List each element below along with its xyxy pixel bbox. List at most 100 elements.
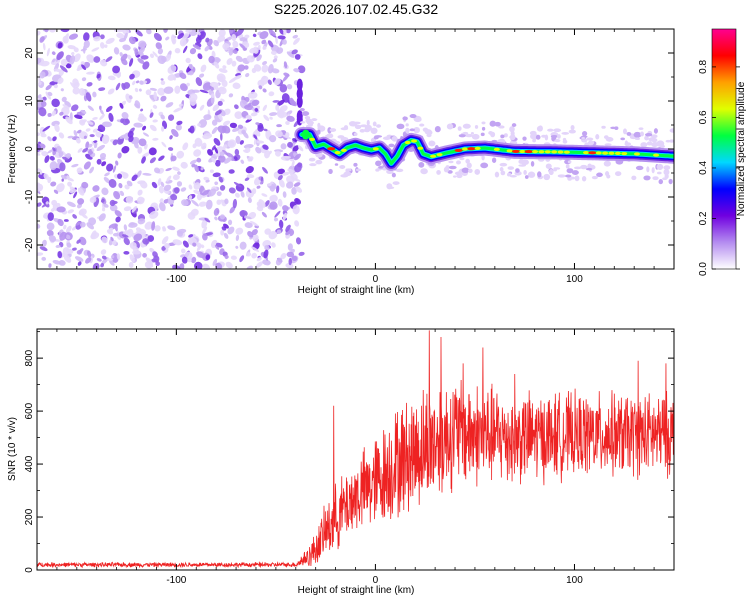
colorbar-ticks: 0.0 0.2 0.4 0.6 0.8 (698, 60, 740, 276)
spectrogram-signal-speckle (567, 160, 572, 164)
spectrogram-noise-blob (208, 188, 217, 197)
spectrogram-noise-blob (37, 94, 42, 99)
spectrogram-noise-blob (281, 155, 291, 159)
spectrogram-noise-blob (205, 199, 213, 210)
spectrogram-noise-blob (276, 185, 280, 194)
spectrogram-noise-blob (78, 88, 86, 96)
spectrogram-signal-speckle (640, 131, 644, 137)
spectrogram-noise-blob (255, 261, 264, 268)
spectrogram-signal-peak (411, 139, 418, 143)
spectrogram-noise-blob (286, 51, 295, 58)
spectrogram-signal-speckle (643, 175, 651, 181)
spectrogram-noise-blob (278, 179, 285, 188)
spectrogram-noise-blob (110, 236, 114, 242)
spectrogram-noise-blob (240, 159, 245, 164)
spectrogram-noise-blob (245, 114, 252, 119)
spectrogram-noise-blob (129, 73, 135, 80)
spectrogram-noise-blob (239, 255, 245, 263)
spectrogram-noise-blob (250, 246, 260, 252)
spectrogram-noise-blob (39, 71, 46, 79)
spectrogram-noise-blob (123, 206, 132, 212)
spectrogram-signal-speckle (544, 134, 549, 141)
spectrogram-noise-blob (214, 181, 219, 186)
spectrogram-signal-speckle (518, 159, 524, 164)
spectrogram-noise-blob (222, 149, 229, 156)
spectrogram-noise-blob (37, 223, 41, 229)
spectrogram-noise-blob (204, 217, 211, 223)
spectrogram-noise-blob (79, 119, 87, 124)
spectrogram-noise-blob (188, 70, 194, 76)
spectrogram-signal-speckle (530, 133, 536, 140)
spectrogram-noise-blob (101, 161, 107, 167)
snr-xtick-label: 0 (373, 575, 379, 586)
spectrogram-signal-speckle (447, 170, 453, 174)
snr-xtick-label: 100 (566, 575, 583, 586)
spectrogram-noise-blob (215, 262, 223, 269)
spectrogram-noise-blob (179, 72, 187, 79)
spectrogram-signal-peak (309, 137, 316, 141)
colorbar-tick-label: 0.2 (698, 211, 709, 225)
spectrogram-noise-blob (226, 57, 233, 65)
spectrogram-noise-blob (37, 183, 44, 192)
spectrogram-noise-blob (47, 91, 53, 97)
spectrogram-noise-blob (228, 219, 233, 226)
spectrogram-noise-blob (285, 120, 290, 125)
spectrogram-signal-speckle (603, 160, 611, 167)
spectrogram-signal-speckle (458, 134, 466, 138)
spectrogram-noise-blob (38, 107, 47, 117)
colorbar-scale (711, 28, 737, 270)
spectrogram-signal-speckle (474, 168, 481, 175)
spectrogram-noise-blob (124, 118, 130, 124)
spectrogram-noise-blob (213, 207, 220, 216)
spectrogram-noise-blob (65, 225, 72, 233)
spectrogram-noise-blob (204, 45, 210, 52)
spectrogram-noise-blob (124, 184, 130, 190)
spectrogram-noise-blob (188, 195, 193, 200)
colorbar-tick-label: 0.0 (698, 262, 709, 276)
spectrogram-noise-blob (133, 122, 144, 128)
spectrogram-signal-speckle (391, 172, 396, 178)
spectrogram-noise-blob (101, 255, 107, 260)
spectrogram-noise-blob (279, 29, 285, 35)
spectrogram-noise-blob (270, 30, 276, 36)
spectrogram-noise-blob (231, 60, 237, 67)
spectrogram-noise-blob (188, 184, 193, 190)
spectrogram-noise-blob (55, 244, 61, 248)
spectrogram-noise-blob (96, 144, 106, 152)
spectrogram-signal-speckle (402, 116, 408, 121)
spectrogram-xlabel: Height of straight line (km) (298, 285, 415, 296)
spectrogram-signal-speckle (459, 157, 465, 161)
spectrogram-noise-blob (138, 138, 147, 147)
spectrogram-noise-blob (253, 134, 258, 140)
spectrogram-noise-blob (55, 202, 61, 208)
spectrogram-noise-blob (211, 157, 216, 163)
spectrogram-noise-blob (280, 252, 287, 260)
spectrogram-noise-blob (233, 74, 242, 80)
spectrogram-noise-blob (65, 116, 73, 125)
spectrogram-signal-speckle (456, 160, 461, 165)
spectrogram-noise-blob (114, 223, 118, 232)
spectrogram-noise-blob (108, 259, 115, 266)
spectrogram-noise-blob (173, 187, 180, 194)
spectrogram-noise-blob (71, 104, 79, 112)
spectrogram-noise-blob (228, 48, 234, 56)
spectrogram-noise-blob (245, 147, 251, 153)
spectrogram-noise-blob (235, 245, 239, 249)
spectrogram-noise-blob (39, 60, 50, 67)
spectrogram-signal-speckle (326, 133, 334, 139)
spectrogram-noise-blob (141, 152, 151, 158)
spectrogram-noise-blob (123, 237, 130, 246)
spectrogram-noise-blob (202, 82, 212, 91)
spectrogram-noise-blob (291, 160, 295, 167)
spectrogram-noise-blob (243, 143, 254, 149)
spectrogram-noise-blob (218, 155, 226, 163)
spectrogram-noise-blob (66, 201, 76, 208)
spectrogram-noise-blob (293, 68, 300, 73)
spectrogram-noise-blob (252, 188, 257, 195)
spectrogram-signal-speckle (569, 176, 576, 180)
spectrogram-noise-blob (244, 215, 247, 219)
spectrogram-noise-blob (59, 162, 66, 172)
spectrogram-noise-blob (241, 129, 246, 135)
spectrogram-noise-blob (122, 230, 131, 235)
spectrogram-noise-blob (239, 37, 248, 42)
